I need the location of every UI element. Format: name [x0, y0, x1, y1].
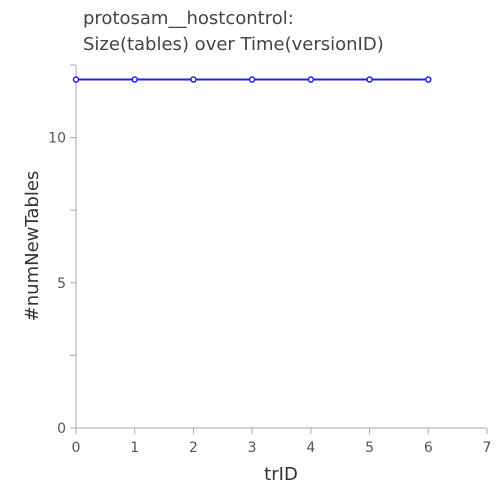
series-layer — [72, 76, 432, 83]
data-point — [307, 76, 315, 83]
x-tick-label: 2 — [189, 440, 198, 456]
y-tick-label: 5 — [57, 276, 66, 292]
x-tick-label: 6 — [424, 440, 433, 456]
x-tick-label: 5 — [365, 440, 374, 456]
x-tick-label: 4 — [306, 440, 315, 456]
chart-title-line-2: Size(tables) over Time(versionID) — [83, 34, 384, 55]
x-axis-label: trID — [264, 464, 298, 485]
data-point — [72, 76, 80, 83]
chart-title-line-1: protosam__hostcontrol: — [83, 8, 294, 29]
data-point — [425, 76, 432, 83]
y-axis-ticks: 0 5 10 — [48, 64, 76, 437]
data-point — [248, 76, 256, 83]
data-point — [190, 76, 197, 83]
x-tick-label: 7 — [483, 440, 492, 456]
y-tick-label: 0 — [57, 421, 66, 437]
data-point — [131, 76, 138, 83]
x-tick-label: 1 — [130, 440, 139, 456]
y-axis-label: #numNewTables — [22, 171, 43, 322]
x-tick-label: 3 — [248, 440, 257, 456]
y-tick-label: 10 — [48, 131, 66, 147]
x-tick-label: 0 — [72, 440, 81, 456]
x-axis-ticks: 0 1 2 3 4 5 6 7 — [72, 428, 492, 456]
data-point — [366, 76, 373, 83]
